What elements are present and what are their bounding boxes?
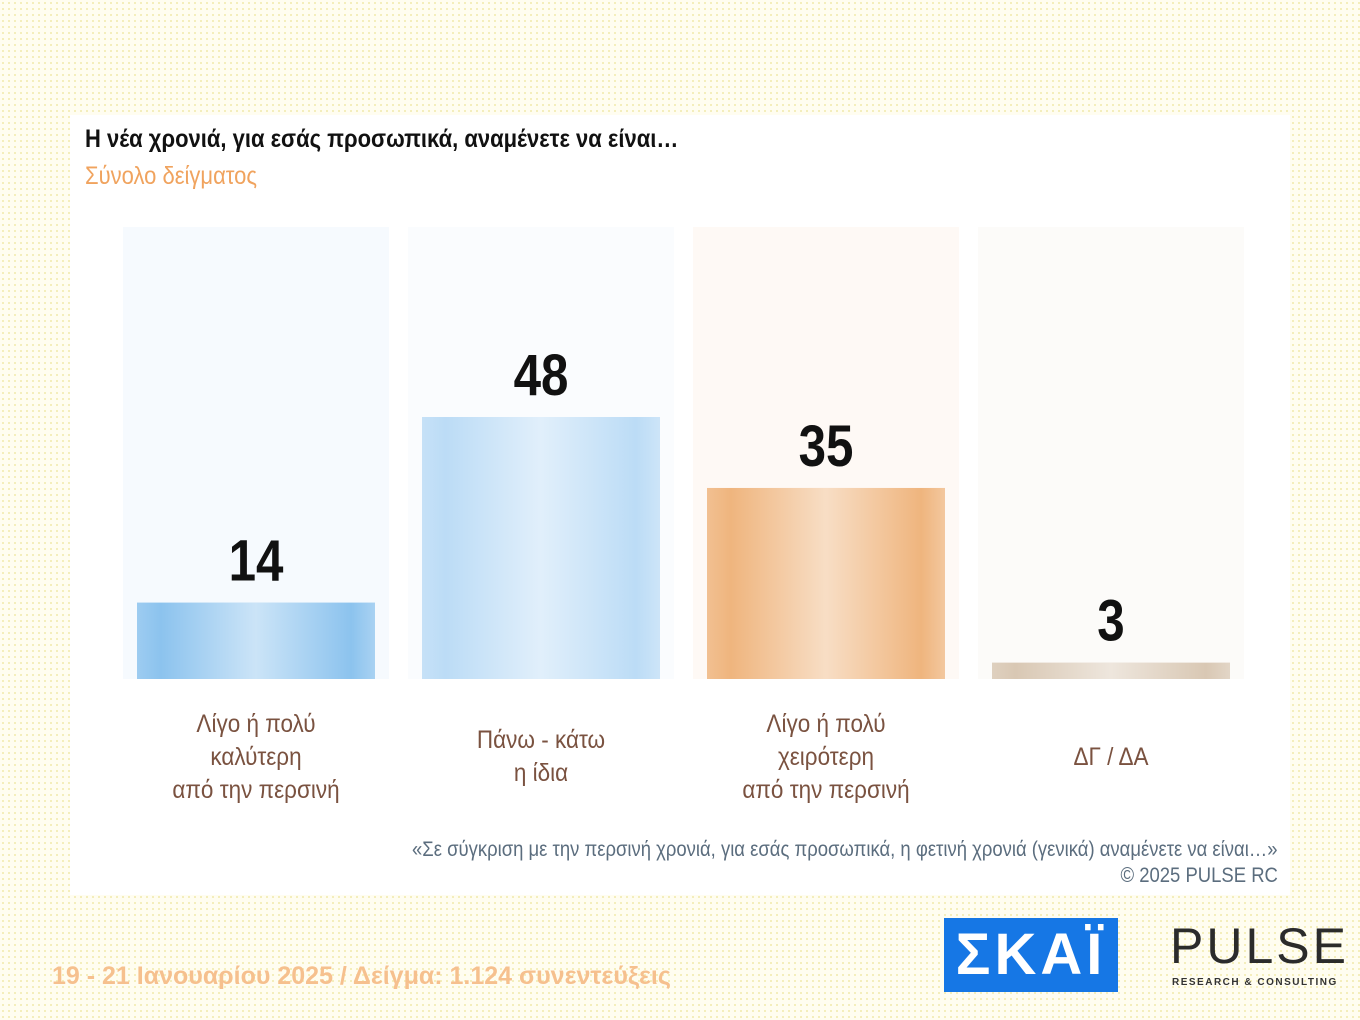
pulse-logo: PULSE: [1170, 918, 1349, 974]
category-label: Πάνω - κάτω η ίδια: [476, 726, 606, 787]
value-label: 35: [799, 414, 854, 479]
value-label: 3: [1097, 589, 1124, 654]
bar-shine: [707, 487, 945, 679]
bar-shine: [422, 417, 660, 679]
category-label: Λίγο ή πολύ καλύτερη από την περσινή: [172, 709, 340, 804]
value-label: 14: [229, 529, 284, 594]
question-note: «Σε σύγκριση με την περσινή χρονιά, για …: [412, 838, 1278, 861]
copyright: © 2025 PULSE RC: [1120, 864, 1278, 887]
bar-shine: [137, 602, 375, 679]
bar-shine: [992, 662, 1230, 679]
chart-subtitle: Σύνολο δείγματος: [85, 162, 258, 190]
pulse-logo-sub: RESEARCH & CONSULTING: [1172, 977, 1338, 988]
category-label: ΔΓ / ΔΑ: [1073, 742, 1149, 771]
category-label: Λίγο ή πολύ χειρότερη από την περσινή: [742, 709, 910, 804]
bar-panel: [978, 227, 1244, 679]
footer: 19 - 21 Ιανουαρίου 2025 / Δείγμα: 1.124 …: [52, 962, 671, 990]
value-label: 48: [514, 343, 569, 408]
chart-card: [70, 115, 1290, 895]
chart-title: Η νέα χρονιά, για εσάς προσωπικά, αναμέν…: [85, 125, 679, 153]
skai-logo: ΣΚΑΪ: [944, 918, 1118, 992]
